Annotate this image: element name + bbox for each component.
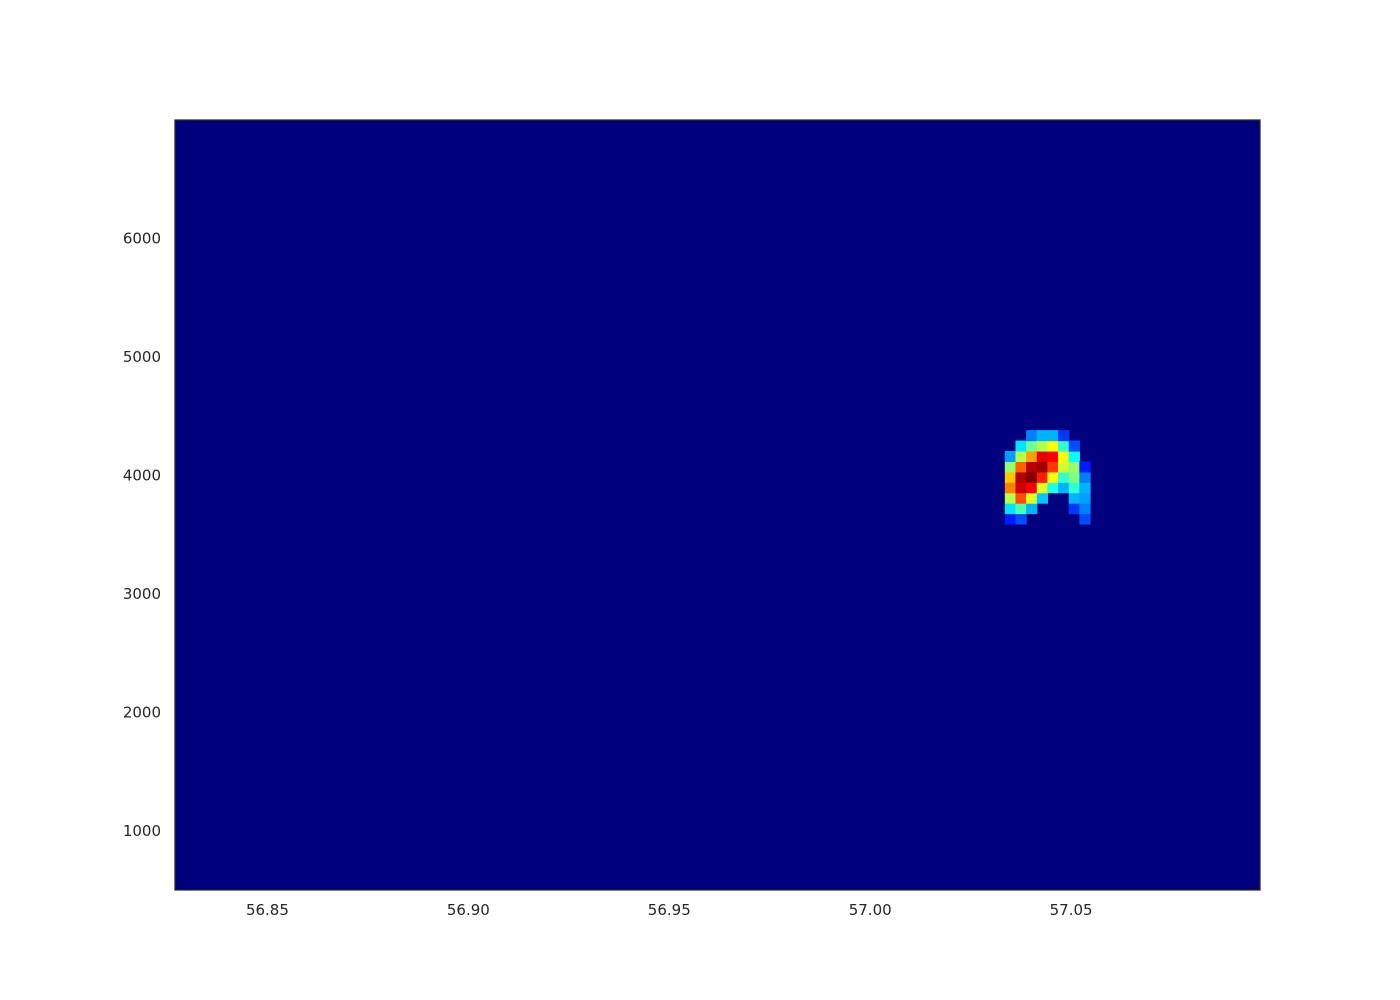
heatmap-cell: [1015, 513, 1027, 525]
heatmap-cell: [1047, 461, 1059, 473]
y-axis-ticks: 1000 2000 3000 4000 5000 6000: [123, 229, 161, 839]
heatmap-cell: [1036, 482, 1049, 494]
y-tick-label: 4000: [123, 466, 161, 484]
heatmap-cell: [1036, 492, 1049, 504]
heatmap-cell: [1079, 503, 1091, 515]
heatmap-cell: [1026, 440, 1038, 452]
heatmap-cell: [1026, 450, 1038, 462]
heatmap-cell: [1047, 482, 1059, 494]
y-tick-label: 5000: [123, 348, 161, 366]
heatmap-cell: [1026, 482, 1038, 494]
heatmap-cell: [1004, 450, 1017, 462]
heatmap-cell: [1004, 471, 1017, 483]
heatmap-cell: [1026, 471, 1038, 483]
heatmap-cell: [1058, 471, 1070, 483]
heatmap-cell: [1004, 513, 1017, 525]
heatmap-cell: [1047, 430, 1059, 442]
y-tick-label: 3000: [123, 585, 161, 603]
heatmap-cell: [1026, 430, 1038, 442]
heatmap-cell: [1015, 492, 1027, 504]
y-tick-label: 6000: [123, 229, 161, 247]
heatmap-cell: [1079, 492, 1091, 504]
x-tick-label: 56.95: [648, 901, 691, 919]
heatmap-cell: [1058, 450, 1070, 462]
plot-frame: [174, 119, 1261, 891]
x-tick-label: 56.90: [447, 901, 490, 919]
heatmap-cell: [1058, 430, 1070, 442]
heatmap-cell: [1079, 471, 1091, 483]
heatmap-cell: [1068, 450, 1080, 462]
plot-background: [175, 120, 1260, 890]
heatmap-cell: [1026, 492, 1038, 504]
y-tick-label: 2000: [123, 703, 161, 721]
x-tick-label: 56.85: [246, 901, 289, 919]
heatmap-cell: [1036, 471, 1049, 483]
heatmap-cell: [1068, 461, 1080, 473]
heatmap-cell: [1015, 471, 1027, 483]
x-tick-label: 57.00: [849, 901, 892, 919]
heatmap-cell: [1047, 471, 1059, 483]
heatmap-cell: [1015, 503, 1027, 515]
heatmap-cell: [1068, 503, 1080, 515]
heatmap-cell: [1004, 492, 1017, 504]
heatmap-cell: [1026, 461, 1038, 473]
heatmap-cell: [1015, 482, 1027, 494]
heatmap-cell: [1015, 461, 1027, 473]
heatmap-cell: [1068, 482, 1080, 494]
heatmap-cell: [1068, 492, 1080, 504]
heatmap-cell: [1047, 440, 1059, 452]
heatmap-cell: [1015, 440, 1027, 452]
heatmap-cell: [1036, 440, 1049, 452]
heatmap-cell: [1015, 450, 1027, 462]
heatmap-cell: [1036, 430, 1049, 442]
heatmap-cell: [1026, 503, 1038, 515]
x-tick-label: 57.05: [1050, 901, 1093, 919]
heatmap-cell: [1058, 440, 1070, 452]
heatmap-cell: [1058, 482, 1070, 494]
heatmap-cell: [1047, 450, 1059, 462]
x-axis-ticks: 56.85 56.90 56.95 57.00 57.05: [246, 901, 1093, 919]
y-tick-label: 1000: [123, 822, 161, 840]
heatmap-cell: [1004, 503, 1017, 515]
heatmap-cell: [1036, 461, 1049, 473]
heatmap-cell: [1004, 482, 1017, 494]
heatmap-cell: [1004, 461, 1017, 473]
heatmap-cell: [1068, 440, 1080, 452]
heatmap-cell: [1068, 471, 1080, 483]
heatmap-cell: [1036, 450, 1049, 462]
heatmap-bins: [1004, 430, 1091, 525]
heatmap-cell: [1079, 482, 1091, 494]
heatmap-cell: [1079, 513, 1091, 525]
heatmap-cell: [1058, 461, 1070, 473]
heatmap-cell: [1079, 461, 1091, 473]
